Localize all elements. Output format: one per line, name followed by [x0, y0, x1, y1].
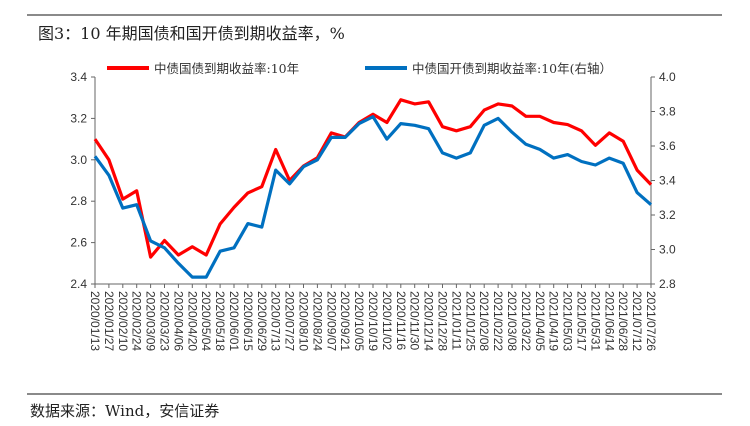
x-tick-label: 2021/03/08: [505, 291, 519, 351]
x-tick-label: 2021/03/22: [519, 291, 533, 351]
x-tick-label: 2020/09/07: [324, 291, 338, 351]
x-tick-label: 2020/08/10: [297, 291, 311, 351]
x-tick-label: 2020/10/19: [366, 291, 380, 351]
legend-label: 中债国债到期收益率:10年: [154, 61, 299, 76]
right-tick-label: 2.8: [659, 277, 676, 291]
series-line-cgb-10y: [93, 98, 653, 259]
left-tick-label: 2.6: [70, 236, 87, 250]
x-tick-label: 2020/04/06: [171, 291, 185, 351]
x-tick-label: 2020/05/04: [199, 291, 213, 351]
left-tick-label: 2.8: [70, 194, 87, 208]
x-tick-label: 2020/02/10: [116, 291, 130, 351]
source-note: 数据来源：Wind，安信证券: [30, 402, 220, 420]
x-tick-label: 2020/09/21: [338, 291, 352, 351]
x-tick-label: 2020/06/29: [255, 291, 269, 351]
x-tick-label: 2020/10/05: [352, 291, 366, 351]
x-tick-label: 2020/11/30: [408, 291, 422, 350]
x-tick-label: 2021/04/05: [533, 291, 547, 351]
right-tick-label: 3.8: [659, 105, 676, 119]
figure-title: 图3：10 年期国债和国开债到期收益率，%: [38, 24, 345, 43]
x-tick-label: 2021/05/17: [575, 291, 589, 351]
x-tick-label: 2020/01/13: [88, 291, 102, 351]
x-tick-label: 2021/06/14: [602, 291, 616, 351]
right-tick-label: 3.2: [659, 208, 676, 222]
x-tick-label: 2021/01/25: [463, 291, 477, 351]
x-tick-label: 2021/05/03: [561, 291, 575, 351]
x-tick-label: 2021/01/11: [449, 291, 463, 350]
x-tick-label: 2020/08/24: [310, 291, 324, 351]
left-tick-label: 3.4: [70, 70, 87, 84]
right-tick-label: 3.6: [659, 139, 676, 153]
left-tick-label: 3.2: [70, 111, 87, 125]
x-tick-label: 2020/11/02: [380, 291, 394, 350]
x-tick-label: 2020/03/23: [158, 291, 172, 351]
x-tick-label: 2020/12/14: [422, 291, 436, 351]
x-tick-label: 2021/02/22: [491, 291, 505, 351]
right-tick-label: 4.0: [659, 70, 676, 84]
x-tick-label: 2020/07/13: [269, 291, 283, 351]
right-tick-label: 3.4: [659, 174, 676, 188]
x-tick-label: 2020/11/16: [394, 291, 408, 350]
legend-label: 中债国开债到期收益率:10年(右轴）: [412, 61, 612, 76]
x-tick-label: 2020/02/24: [130, 291, 144, 351]
top-rule: [27, 14, 722, 16]
x-tick-label: 2020/07/27: [283, 291, 297, 351]
x-tick-label: 2020/01/27: [102, 291, 116, 351]
x-tick-label: 2020/04/20: [185, 291, 199, 351]
x-tick-label: 2021/05/31: [588, 291, 602, 351]
right-tick-label: 3.0: [659, 243, 676, 257]
left-tick-label: 3.0: [70, 153, 87, 167]
x-tick-label: 2020/03/09: [144, 291, 158, 351]
x-tick-label: 2021/07/26: [644, 291, 658, 351]
x-tick-label: 2021/02/08: [477, 291, 491, 351]
x-tick-label: 2021/06/28: [616, 291, 630, 351]
x-tick-label: 2021/04/19: [547, 291, 561, 351]
x-tick-label: 2020/05/18: [213, 291, 227, 351]
bottom-rule: [27, 393, 722, 395]
x-tick-label: 2021/07/12: [630, 291, 644, 351]
left-tick-label: 2.4: [70, 277, 87, 291]
x-tick-label: 2020/12/28: [436, 291, 450, 351]
x-tick-label: 2020/06/15: [241, 291, 255, 351]
x-tick-label: 2020/06/01: [227, 291, 241, 351]
